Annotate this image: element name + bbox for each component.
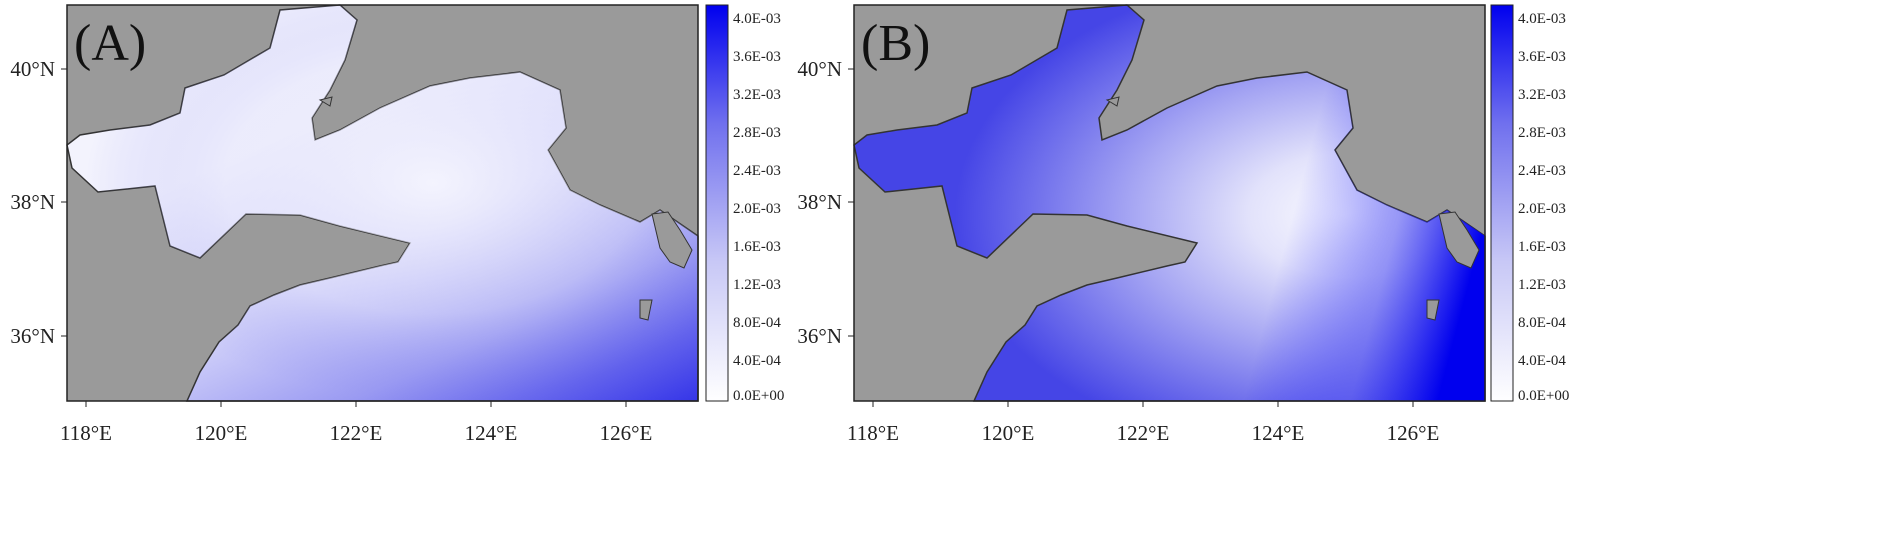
panel-b: (B) 40°N 38°N 36°N 118°E 120°E 122°E 124… [797, 4, 1569, 445]
lon-tick-label: 122°E [1117, 421, 1170, 445]
panel-label: (A) [74, 15, 146, 72]
colorbar-label: 2.8E-03 [1518, 125, 1566, 141]
lon-axis: 118°E 120°E 122°E 124°E 126°E [60, 401, 652, 445]
lon-tick-label: 118°E [60, 421, 112, 445]
lon-tick-label: 126°E [600, 421, 653, 445]
colorbar-label: 4.0E-03 [733, 11, 781, 27]
colorbar-label: 4.0E-04 [1518, 353, 1566, 369]
lat-tick-label: 36°N [797, 324, 842, 348]
colorbar-label: 1.6E-03 [1518, 239, 1566, 255]
colorbar-label: 3.2E-03 [1518, 87, 1566, 103]
sea-area [853, 4, 1486, 402]
lat-tick-label: 40°N [10, 57, 55, 81]
colorbar-scale [705, 4, 729, 402]
lat-axis: 40°N 38°N 36°N [10, 57, 67, 348]
map-frame [853, 4, 1486, 402]
colorbar-label: 2.0E-03 [733, 201, 781, 217]
lon-axis: 118°E 120°E 122°E 124°E 126°E [847, 401, 1439, 445]
colorbar-label: 1.6E-03 [733, 239, 781, 255]
colorbar-label: 8.0E-04 [733, 315, 781, 331]
colorbar: 4.0E-03 3.6E-03 3.2E-03 2.8E-03 2.4E-03 … [705, 4, 784, 404]
islands [318, 96, 693, 321]
panel-a: (A) 40°N 38°N 36°N 118°E 120°E 122°E 124… [10, 4, 784, 445]
colorbar-label: 3.2E-03 [733, 87, 781, 103]
colorbar-label: 0.0E+00 [1518, 388, 1569, 404]
lon-tick-label: 124°E [465, 421, 518, 445]
lat-tick-label: 36°N [10, 324, 55, 348]
colorbar-label: 1.2E-03 [1518, 277, 1566, 293]
map-frame [66, 4, 699, 402]
lon-tick-label: 126°E [1387, 421, 1440, 445]
islands [1105, 96, 1480, 321]
colorbar-label: 3.6E-03 [733, 49, 781, 65]
lat-axis: 40°N 38°N 36°N [797, 57, 854, 348]
lon-tick-label: 120°E [982, 421, 1035, 445]
colorbar-label: 2.4E-03 [1518, 163, 1566, 179]
lat-tick-label: 38°N [797, 190, 842, 214]
panel-label: (B) [861, 15, 930, 72]
colorbar: 4.0E-03 3.6E-03 3.2E-03 2.8E-03 2.4E-03 … [1490, 4, 1569, 404]
colorbar-label: 2.8E-03 [733, 125, 781, 141]
lon-tick-label: 120°E [195, 421, 248, 445]
colorbar-label: 1.2E-03 [733, 277, 781, 293]
colorbar-label: 2.0E-03 [1518, 201, 1566, 217]
sea-area [66, 4, 699, 402]
colorbar-label: 4.0E-04 [733, 353, 781, 369]
colorbar-label: 0.0E+00 [733, 388, 784, 404]
colorbar-label: 2.4E-03 [733, 163, 781, 179]
lon-tick-label: 122°E [330, 421, 383, 445]
colorbar-label: 4.0E-03 [1518, 11, 1566, 27]
colorbar-scale [1490, 4, 1514, 402]
lat-tick-label: 38°N [10, 190, 55, 214]
lon-tick-label: 118°E [847, 421, 899, 445]
lat-tick-label: 40°N [797, 57, 842, 81]
colorbar-label: 8.0E-04 [1518, 315, 1566, 331]
lon-tick-label: 124°E [1252, 421, 1305, 445]
colorbar-label: 3.6E-03 [1518, 49, 1566, 65]
